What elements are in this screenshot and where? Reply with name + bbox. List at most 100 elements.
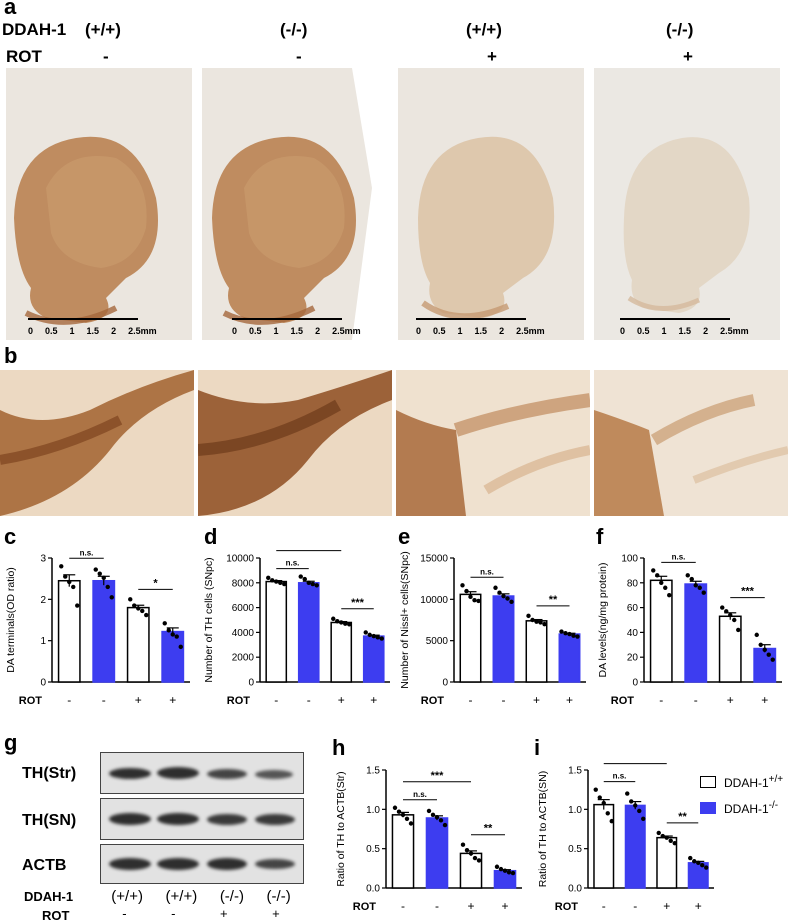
data-point xyxy=(762,647,767,652)
data-point xyxy=(655,573,660,578)
chart-d: 0 2000 4000 6000 8000 10000 Number of TH cells… xyxy=(203,548,390,707)
bar xyxy=(718,615,742,683)
sig-label: ** xyxy=(549,594,558,606)
data-point xyxy=(400,812,406,818)
y-tick-label: 80 xyxy=(627,578,639,589)
rot-sign: + xyxy=(533,693,540,707)
bar xyxy=(593,803,615,889)
rot-sign: + xyxy=(370,693,377,707)
sig-label: ** xyxy=(678,811,687,823)
data-point xyxy=(668,838,673,843)
panel-label-b: b xyxy=(4,343,18,368)
striatum-micrograph-4 xyxy=(594,68,780,340)
y-axis-title: DA terminals(OD ratio) xyxy=(5,567,17,673)
y-tick-label: 10000 xyxy=(226,554,254,565)
data-point xyxy=(375,635,380,640)
blot-actb xyxy=(100,844,304,884)
data-point xyxy=(605,811,610,816)
data-point xyxy=(754,632,759,638)
data-point xyxy=(339,620,344,625)
data-point xyxy=(502,868,508,873)
y-tick-label: 40 xyxy=(627,628,639,639)
rot-row-label: ROT xyxy=(6,47,42,66)
scale-bar-2: 0 0.5 1 1.5 2 2.5mm xyxy=(232,318,382,336)
rot-sign: - xyxy=(633,899,637,913)
bar xyxy=(656,836,678,889)
y-tick-label: 10000 xyxy=(420,595,448,606)
data-point xyxy=(732,617,737,623)
rot-sign: - xyxy=(469,693,473,707)
data-point xyxy=(571,633,576,638)
data-point xyxy=(278,580,283,585)
genotype-label-1: (+/+) xyxy=(85,20,121,39)
y-tick-label: 15000 xyxy=(420,554,448,565)
data-point xyxy=(664,835,669,840)
rot-sign: - xyxy=(502,693,506,707)
panel-label-h: h xyxy=(332,735,346,760)
y-axis-title: Number of Nissl+ cells(SNpc) xyxy=(399,551,411,688)
panel-label-g: g xyxy=(4,730,18,755)
rot-sign: - xyxy=(307,693,311,707)
y-tick-label: 5000 xyxy=(426,636,449,647)
y-tick-label: 60 xyxy=(627,603,639,614)
rot-sign: - xyxy=(401,899,405,913)
rot-sign: - xyxy=(659,693,663,707)
data-point xyxy=(335,619,340,624)
blot-th-sn xyxy=(100,798,304,840)
data-point xyxy=(472,597,477,603)
legend-swatch-ko xyxy=(700,802,716,814)
legend-swatch-wt xyxy=(700,776,716,788)
data-point xyxy=(701,590,706,595)
data-point xyxy=(633,803,638,808)
data-point xyxy=(67,579,72,585)
data-point xyxy=(174,634,179,639)
rot-label: ROT xyxy=(555,901,579,913)
chart-i: 0.0 0.5 1.0 1.5 Ratio of TH to ACTB(SN) n.s. *… xyxy=(537,760,714,913)
rot-label: ROT xyxy=(19,695,43,707)
data-point xyxy=(75,603,80,608)
rot-sign-3: + xyxy=(487,47,497,66)
y-tick-label: 1.5 xyxy=(366,766,380,777)
y-tick-label: 0 xyxy=(632,678,638,689)
data-point xyxy=(408,821,414,826)
rot-sign: - xyxy=(694,693,698,707)
data-point xyxy=(567,631,572,637)
y-tick-label: 6000 xyxy=(232,603,255,614)
blot-rot-label: ROT xyxy=(42,908,70,923)
data-point xyxy=(363,630,368,635)
sn-micrograph-4 xyxy=(594,370,789,516)
blot-rot-row: - - + + xyxy=(100,906,302,921)
y-tick-label: 2 xyxy=(40,595,46,606)
scale-bar-1: 0 0.5 1 1.5 2 2.5mm xyxy=(28,318,178,336)
panel-label-a: a xyxy=(4,0,17,19)
blot-label-actb: ACTB xyxy=(22,857,67,874)
data-point xyxy=(704,865,709,870)
data-point xyxy=(542,621,547,627)
panel-label-i: i xyxy=(534,735,541,760)
data-point xyxy=(404,816,410,821)
bar xyxy=(753,647,777,683)
bar xyxy=(558,633,581,683)
blot-th-str xyxy=(100,752,304,794)
data-point xyxy=(426,808,432,814)
sig-label: n.s. xyxy=(613,772,627,781)
data-point xyxy=(128,597,133,602)
data-point xyxy=(692,859,697,864)
data-point xyxy=(758,642,763,647)
data-point xyxy=(509,599,514,605)
bar xyxy=(684,583,708,683)
data-point xyxy=(282,581,287,587)
data-point xyxy=(494,864,500,869)
panel-label-d: d xyxy=(204,524,218,549)
data-point xyxy=(379,636,384,641)
data-point xyxy=(693,583,698,588)
chart-e: 0 5000 10000 15000 Number of Nissl+ cells(SN… xyxy=(399,551,586,707)
blot-ddah-label: DDAH-1 xyxy=(24,889,74,904)
data-point xyxy=(140,608,145,614)
striatum-micrograph-2 xyxy=(202,68,388,340)
y-tick-label: 0 xyxy=(248,678,254,689)
data-point xyxy=(770,657,775,662)
sig-label: *** xyxy=(741,586,755,598)
y-tick-label: 2000 xyxy=(232,653,255,664)
blot-genotype-row: (+/+) (+/+) (-/-) (-/-) xyxy=(100,888,302,905)
